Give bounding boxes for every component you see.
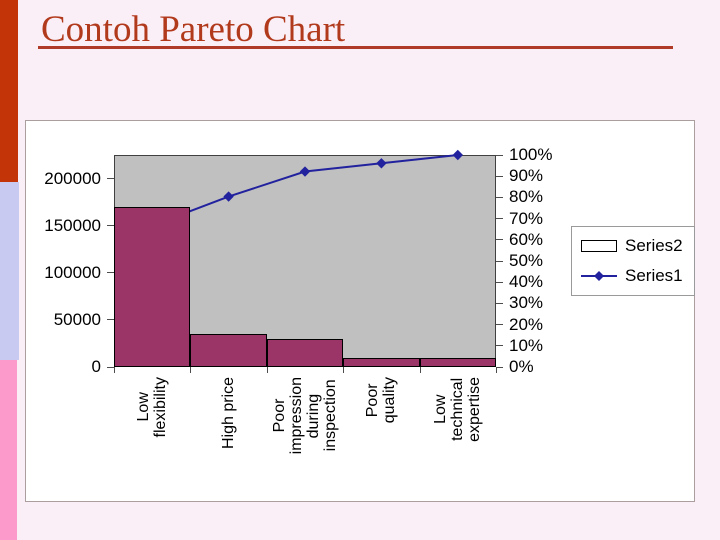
series2-bar-swatch-icon xyxy=(581,240,617,252)
x-axis-category-label: Poor impression during inspection xyxy=(267,377,343,495)
x-axis-tick xyxy=(266,367,268,373)
y-axis-tick xyxy=(107,178,114,180)
pct-axis-label: 80% xyxy=(509,187,544,207)
x-axis-tick xyxy=(190,367,192,373)
x-axis-tick xyxy=(496,367,497,373)
x-axis-category-label: Low flexibility xyxy=(114,377,190,495)
x-axis-category-label: Low technical expertise xyxy=(420,377,496,495)
y-axis-label: 150000 xyxy=(44,215,101,235)
y-axis-label: 50000 xyxy=(53,309,101,329)
pct-axis-label: 90% xyxy=(509,166,544,186)
pct-axis-tick xyxy=(496,196,503,198)
pct-axis-tick xyxy=(496,345,503,347)
pct-axis-tick xyxy=(496,175,503,177)
pct-axis-tick xyxy=(496,302,503,304)
category-text: Low technical expertise xyxy=(432,377,484,442)
category-text: High price xyxy=(220,377,238,450)
pct-axis-label: 0% xyxy=(509,357,534,376)
pct-axis-tick xyxy=(496,366,503,368)
bar-series2 xyxy=(190,334,267,367)
pct-axis-label: 60% xyxy=(509,229,544,249)
legend-item-series2: Series2 xyxy=(581,236,690,256)
pct-axis-tick xyxy=(496,260,503,262)
pct-axis-label: 70% xyxy=(509,208,544,228)
series1-line-marker-icon xyxy=(581,271,617,281)
x-axis-tick xyxy=(419,367,421,373)
pct-axis-label: 10% xyxy=(509,335,544,355)
legend-label-series2: Series2 xyxy=(625,236,683,255)
pct-axis-tick xyxy=(496,324,503,326)
sidebar-accent-red xyxy=(0,0,18,182)
sidebar-accent-lavender xyxy=(0,182,19,360)
chart-frame: Series2 Series1 0 50000 100000 150000 200000… xyxy=(25,120,695,502)
y-axis-label: 0 xyxy=(91,357,101,376)
pct-axis-tick xyxy=(496,154,503,156)
pct-axis-tick xyxy=(496,281,503,283)
y-axis-tick xyxy=(107,225,114,227)
pct-axis-label: 30% xyxy=(509,293,544,313)
pct-axis-label: 50% xyxy=(509,251,544,270)
pct-axis-label: 20% xyxy=(509,314,544,334)
x-axis-category-label: Poor quality xyxy=(343,377,419,495)
pct-axis-tick xyxy=(496,239,503,241)
slide-title: Contoh Pareto Chart xyxy=(41,9,346,50)
pct-axis-tick xyxy=(496,218,503,220)
x-axis-tick xyxy=(114,367,115,373)
y-axis-tick xyxy=(107,366,114,368)
sidebar-accent-pink xyxy=(0,360,17,540)
y-axis-tick xyxy=(107,272,114,274)
pct-axis-label: 100% xyxy=(509,145,553,164)
bar-series2 xyxy=(419,357,496,367)
y-axis-tick xyxy=(107,319,114,321)
pct-axis-label: 40% xyxy=(509,272,544,292)
category-text: Poor quality xyxy=(364,377,399,424)
category-text: Poor impression during inspection xyxy=(270,377,339,455)
category-text: Low flexibility xyxy=(135,377,170,438)
bar-series2 xyxy=(266,338,344,367)
x-axis-category-label: High price xyxy=(190,377,266,495)
y-axis-label: 200000 xyxy=(44,168,101,188)
bar-series2 xyxy=(343,357,420,367)
bar-series2 xyxy=(114,206,191,367)
legend-label-series1: Series1 xyxy=(625,266,683,285)
legend-item-series1: Series1 xyxy=(581,266,690,286)
chart-legend: Series2 Series1 xyxy=(571,226,695,296)
x-axis-tick xyxy=(343,367,345,373)
title-underline xyxy=(38,46,673,49)
y-axis-label: 100000 xyxy=(44,262,101,282)
